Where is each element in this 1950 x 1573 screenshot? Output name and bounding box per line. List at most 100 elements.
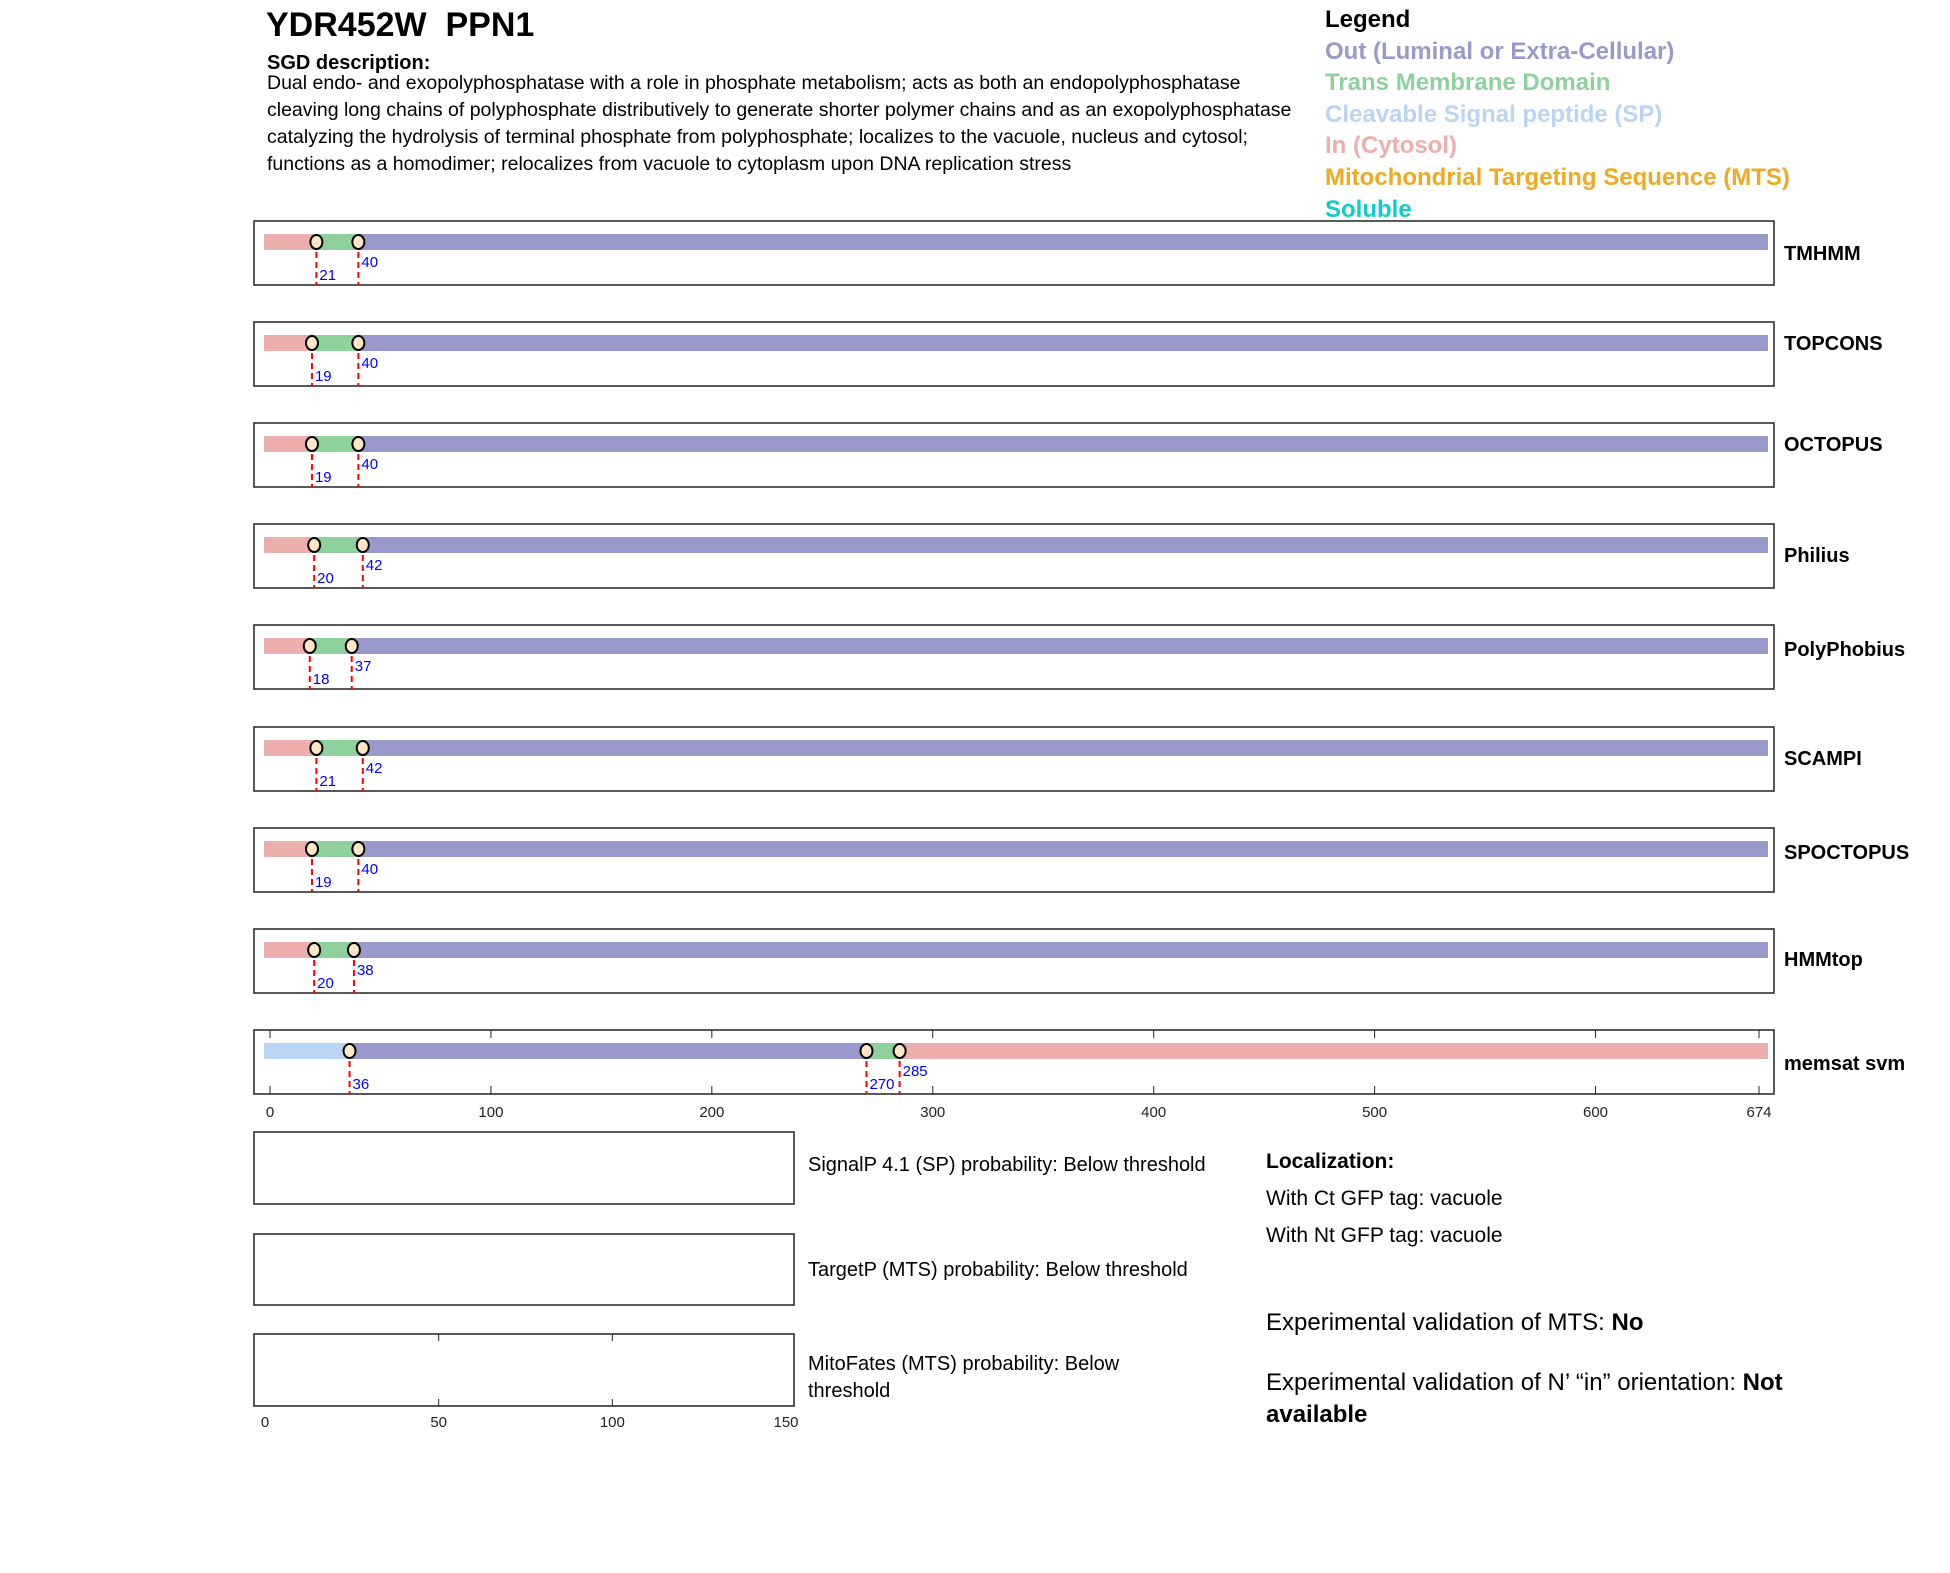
boundary-label: 20 — [317, 570, 334, 587]
segment-tm — [311, 335, 359, 351]
track-label: SPOCTOPUS — [1784, 842, 1910, 864]
track-box — [253, 1029, 1775, 1095]
boundary-marker — [344, 638, 359, 654]
boundary-marker — [304, 436, 319, 452]
legend-item: Mitochondrial Targeting Sequence (MTS) — [1325, 163, 1790, 191]
x-tick-label: 500 — [1362, 1104, 1387, 1121]
segment-out — [358, 436, 1769, 452]
track-box — [253, 523, 1775, 589]
boundary-marker — [351, 841, 366, 857]
track-label: Philius — [1784, 545, 1850, 567]
boundary-marker — [351, 234, 366, 250]
legend-item: Soluble — [1325, 195, 1412, 223]
boundary-marker — [304, 841, 319, 857]
boundary-marker — [309, 234, 324, 250]
probability-box — [253, 1131, 795, 1205]
boundary-marker — [307, 942, 322, 958]
boundary-marker — [309, 740, 324, 756]
segment-out — [362, 537, 1768, 553]
segment-tm — [311, 436, 359, 452]
track-label: HMMtop — [1784, 949, 1863, 971]
targetp-text: TargetP (MTS) probability: Below thresho… — [808, 1259, 1188, 1281]
boundary-label: 19 — [315, 469, 332, 486]
x-tick-label: 150 — [773, 1414, 798, 1431]
page-title: YDR452W PPN1 — [266, 6, 535, 44]
segment-in — [264, 234, 317, 250]
segment-out — [353, 942, 1768, 958]
boundary-label: 40 — [361, 861, 378, 878]
boundary-marker — [351, 436, 366, 452]
segment-tm — [309, 638, 352, 654]
x-tick-label: 200 — [699, 1104, 724, 1121]
signalp-text: SignalP 4.1 (SP) probability: Below thre… — [808, 1154, 1206, 1176]
x-tick-label: 300 — [920, 1104, 945, 1121]
description-text: Dual endo- and exopolyphosphatase with a… — [267, 72, 1292, 175]
x-tick-label: 600 — [1583, 1104, 1608, 1121]
segment-in — [264, 436, 312, 452]
segment-in — [264, 638, 310, 654]
x-tick-label: 50 — [430, 1414, 447, 1431]
segment-tm — [316, 234, 359, 250]
boundary-label: 19 — [315, 368, 332, 385]
legend: Legend Out (Luminal or Extra-Cellular) Tr… — [1325, 4, 1790, 225]
boundary-label: 20 — [317, 975, 334, 992]
track-box — [253, 726, 1775, 792]
track-box — [253, 220, 1775, 286]
boundary-marker — [307, 537, 322, 553]
mts-validation: Experimental validation of MTS: No — [1266, 1307, 1866, 1339]
segment-out — [349, 1043, 867, 1059]
boundary-marker — [346, 942, 361, 958]
boundary-label: 40 — [361, 355, 378, 372]
track-label: PolyPhobius — [1784, 639, 1906, 661]
segment-in — [264, 740, 317, 756]
x-tick-label: 100 — [478, 1104, 503, 1121]
track-box — [253, 827, 1775, 893]
orientation-validation-value: Not available — [1266, 1369, 1783, 1428]
x-tick-label: 0 — [266, 1104, 274, 1121]
legend-item: Out (Luminal or Extra-Cellular) — [1325, 37, 1675, 65]
segment-tm — [314, 537, 363, 553]
boundary-marker — [859, 1043, 874, 1059]
boundary-label: 42 — [366, 557, 383, 574]
segment-tm — [314, 942, 354, 958]
boundary-label: 40 — [361, 456, 378, 473]
segment-in — [264, 335, 312, 351]
segment-tm — [866, 1043, 900, 1059]
boundary-label: 21 — [319, 267, 336, 284]
boundary-marker — [304, 335, 319, 351]
segment-out — [358, 335, 1769, 351]
localization-title: Localization: — [1266, 1150, 1395, 1173]
track-label: OCTOPUS — [1784, 434, 1883, 456]
boundary-label: 42 — [366, 760, 383, 777]
track-box — [253, 321, 1775, 387]
x-tick-label: 0 — [261, 1414, 269, 1431]
mts-validation-label: Experimental validation of MTS: — [1266, 1309, 1612, 1336]
legend-item: In (Cytosol) — [1325, 132, 1457, 160]
segment-in — [264, 537, 315, 553]
boundary-label: 270 — [869, 1076, 894, 1093]
legend-title: Legend — [1325, 6, 1411, 33]
segment-in — [264, 841, 312, 857]
mts-validation-value: No — [1611, 1309, 1644, 1336]
boundary-marker — [892, 1043, 907, 1059]
probability-box — [253, 1333, 795, 1407]
segment-out — [358, 234, 1769, 250]
segment-out — [351, 638, 1768, 654]
segment-tm — [316, 740, 363, 756]
boundary-label: 37 — [355, 658, 372, 675]
boundary-label: 18 — [313, 671, 330, 688]
segment-out — [358, 841, 1769, 857]
track-box — [253, 422, 1775, 488]
legend-item: Trans Membrane Domain — [1325, 69, 1611, 97]
track-label: memsat svm — [1784, 1053, 1906, 1075]
track-label: SCAMPI — [1784, 748, 1862, 770]
track-box — [253, 928, 1775, 994]
boundary-marker — [342, 1043, 357, 1059]
orientation-validation-label: Experimental validation of N’ “in” orien… — [1266, 1369, 1743, 1396]
legend-item: Cleavable Signal peptide (SP) — [1325, 100, 1663, 128]
boundary-label: 21 — [319, 773, 336, 790]
segment-out — [362, 740, 1768, 756]
boundary-marker — [302, 638, 317, 654]
boundary-label: 285 — [903, 1063, 928, 1080]
